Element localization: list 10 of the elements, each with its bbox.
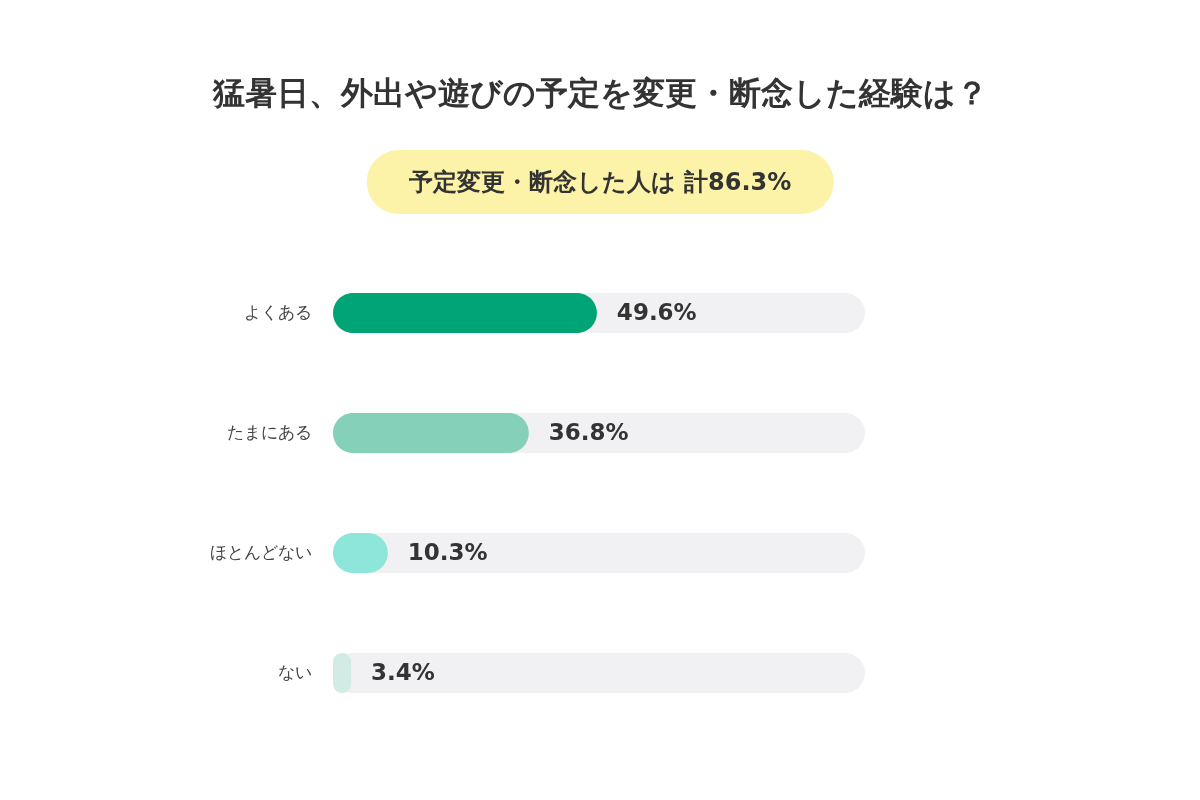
y-tick-label: ない [277,662,312,683]
chart-title: 猛暑日、外出や遊びの予定を変更・断念した経験は？ [211,73,989,114]
data-label: 3.4% [371,659,435,686]
data-label: 36.8% [548,418,629,445]
y-tick-label: よくある [243,301,312,322]
y-tick-label: たまにある [226,421,312,442]
data-label: 49.6% [616,298,697,325]
data-label: 10.3% [407,539,488,566]
chart-subtitle: 予定変更・断念した人は 計86.3% [366,150,834,214]
y-tick-label: ほとんどない [209,542,312,563]
